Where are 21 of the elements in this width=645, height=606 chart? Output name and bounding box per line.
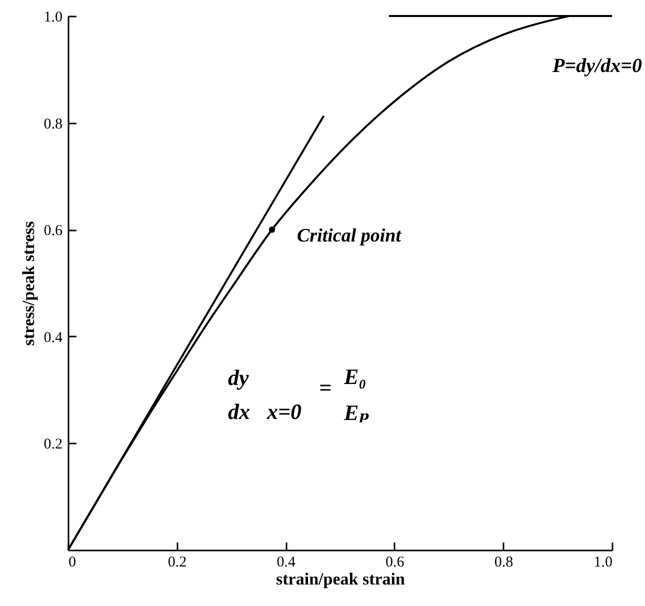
y-axis-title: stress/peak stress	[18, 220, 38, 346]
annotation: Eₚ	[343, 400, 370, 425]
x-tick-label: 0.2	[168, 554, 187, 570]
x-tick-label: 0.6	[386, 554, 405, 570]
y-tick-label: 0.6	[44, 223, 63, 240]
x-tick-label: 0.4	[276, 554, 296, 570]
y-tick-label: 1.0	[44, 10, 62, 26]
y-tick-label: 0.8	[44, 116, 62, 132]
annotation: Critical point	[297, 226, 402, 247]
x-tick-label: 1.0	[594, 554, 612, 570]
annotation: dx	[228, 399, 250, 424]
x-tick-label: 0.8	[494, 554, 514, 570]
x-axis-title: strain/peak strain	[276, 570, 406, 588]
annotation: x=0	[266, 399, 302, 424]
x-tick-label: 0	[68, 554, 76, 570]
y-tick-label: 0.4	[44, 330, 63, 346]
annotation: E₀	[343, 364, 366, 389]
y-tick-label: 0.2	[44, 436, 62, 453]
annotation: =	[319, 375, 332, 400]
annotation: P=dy/dx=0	[552, 55, 642, 77]
annotation: dy	[228, 365, 249, 390]
